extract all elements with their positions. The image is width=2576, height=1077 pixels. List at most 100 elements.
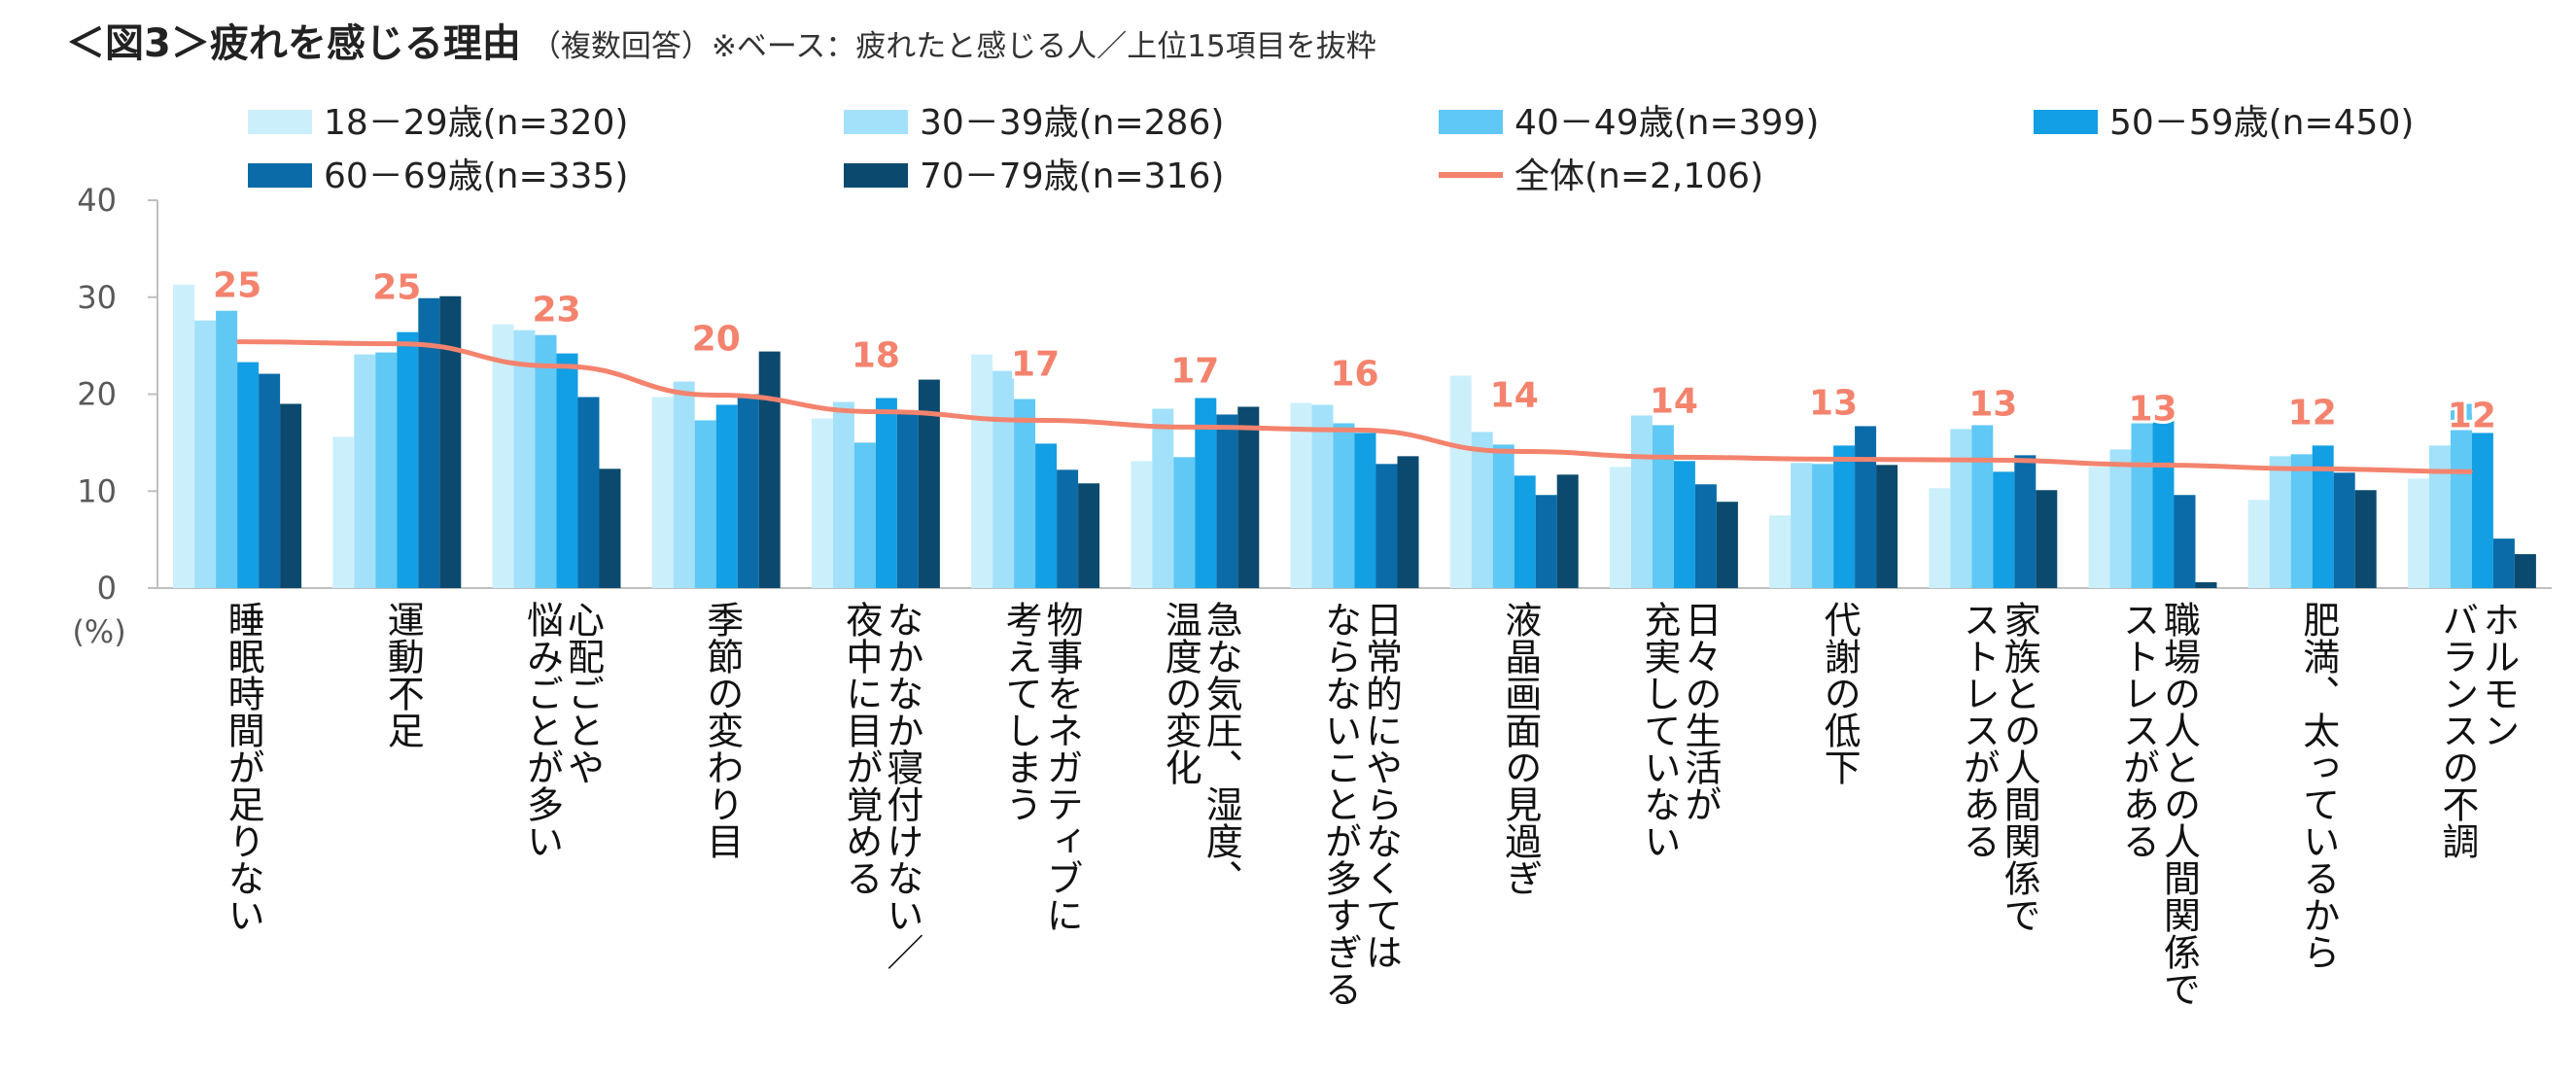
bar (2247, 500, 2270, 588)
bar (280, 403, 302, 588)
data-label: 13 (2128, 389, 2176, 429)
bar (173, 284, 195, 588)
legend: 18－29歳(n=320) 30－39歳(n=286) 40－49歳(n=399) 5… (248, 103, 2414, 196)
bar (694, 420, 716, 588)
bar (2333, 472, 2355, 588)
data-label: 17 (1011, 344, 1060, 384)
legend-swatch (248, 110, 312, 134)
bar (556, 353, 578, 588)
data-label: 14 (1490, 375, 1539, 415)
bar (2269, 456, 2291, 588)
x-category-label: なかなか寝付けない／夜中に目が覚める (840, 601, 923, 970)
x-category-label: 液晶画面の見過ぎ (1499, 601, 1542, 896)
data-label: 13 (1968, 384, 2017, 424)
bar (1014, 399, 1036, 588)
x-category-label-line: 日常的にやらなくては (1360, 601, 1403, 970)
total-line-group: 25 25 23 20 18 17 17 16 14 14 13 13 13 12 12 (210, 263, 2499, 474)
total-line-point (2151, 464, 2154, 467)
title-main: ＜図3＞疲れを感じる理由 (66, 21, 521, 66)
legend-swatch (844, 110, 908, 134)
legend-label: 40－49歳(n=399) (1514, 103, 1819, 143)
x-category-label-line: 家族との人間関係で (1998, 601, 2040, 933)
legend-label: 全体(n=2,106) (1514, 156, 1763, 196)
bar (2450, 403, 2472, 588)
bar (1971, 425, 1994, 588)
bar (1535, 495, 1557, 588)
x-category-label-line: 夜中に目が覚める (840, 601, 883, 896)
bar (1375, 464, 1398, 588)
bar (1876, 465, 1898, 588)
bar (1855, 426, 1877, 588)
total-line-point (1034, 419, 1037, 422)
total-line-point (555, 365, 558, 367)
y-axis-unit-label: (%) (72, 613, 125, 650)
total-line-point (396, 342, 399, 345)
x-category-label: 睡眠時間が足りない (222, 601, 264, 933)
bar (715, 404, 738, 588)
bar (599, 469, 621, 588)
bar (1950, 429, 1972, 588)
total-line-point (1194, 426, 1197, 429)
bar (1993, 471, 2015, 588)
bar (2471, 433, 2493, 588)
bar (1333, 423, 1355, 588)
bar (1556, 474, 1579, 588)
bar (737, 394, 759, 588)
x-category-label: 肥満、太っているから (2297, 601, 2340, 970)
legend-label: 60－69歳(n=335) (324, 156, 628, 196)
data-label: 17 (1170, 351, 1219, 391)
x-category-label-line: 運動不足 (381, 601, 424, 748)
bar (2036, 490, 2058, 588)
bar (439, 295, 462, 588)
bar (1449, 375, 1472, 588)
x-category-label-line: 温度の変化 (1159, 601, 1201, 785)
bar (2109, 449, 2132, 588)
total-line-point (2470, 470, 2473, 473)
bar (2354, 490, 2377, 588)
bar (1791, 463, 1813, 588)
bar (375, 352, 398, 588)
bar (2131, 413, 2153, 588)
x-category-label-line: 物事をネガティブに (1040, 601, 1083, 933)
bar (1694, 484, 1717, 588)
total-line-point (1992, 459, 1995, 462)
bar (832, 401, 854, 588)
bar (1929, 488, 1951, 588)
bar (259, 373, 281, 588)
y-tick-label: 20 (77, 376, 117, 413)
y-tick-label: 10 (77, 472, 117, 509)
data-label: 25 (372, 268, 421, 308)
bar (1397, 456, 1419, 588)
bar (2407, 478, 2429, 588)
bar (2174, 495, 2196, 588)
bar (1812, 464, 1834, 588)
total-line-point (1513, 450, 1515, 453)
bar (2428, 445, 2451, 588)
bar (1673, 461, 1695, 588)
bar (237, 362, 260, 588)
bar (1035, 443, 1058, 588)
x-category-label-line: バランスの不調 (2436, 601, 2479, 859)
data-label: 14 (1650, 381, 1698, 421)
legend-swatch (2034, 110, 2098, 134)
x-category-label-line: 日々の生活が (1679, 601, 1722, 822)
x-category-label-line: 液晶画面の見過ぎ (1499, 601, 1542, 896)
bar (513, 330, 536, 588)
data-label: 12 (2288, 393, 2337, 433)
bar (2195, 582, 2217, 588)
x-category-label-line: 代謝の低下 (1818, 601, 1861, 785)
total-line-point (2311, 468, 2314, 470)
legend-swatch (1439, 110, 1503, 134)
data-label: 18 (852, 335, 900, 375)
bar (2014, 455, 2036, 588)
chart-title: ＜図3＞疲れを感じる理由 （複数回答）※ベース：疲れたと感じる人／上位15項目を抜… (66, 14, 1376, 74)
x-category-label-line: 肥満、太っているから (2297, 601, 2340, 970)
bar (1311, 404, 1334, 588)
data-label: 20 (692, 319, 741, 359)
bar (1354, 433, 1376, 588)
